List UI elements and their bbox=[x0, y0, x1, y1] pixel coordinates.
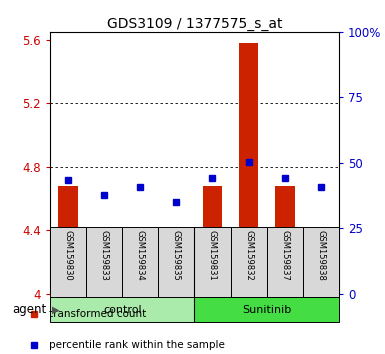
Bar bbox=[94, 241, 114, 294]
Bar bbox=[122, 227, 158, 297]
Text: GSM159830: GSM159830 bbox=[64, 230, 73, 281]
Bar bbox=[266, 227, 303, 297]
Text: GSM159837: GSM159837 bbox=[280, 230, 289, 281]
Text: control: control bbox=[103, 305, 142, 315]
Bar bbox=[50, 297, 194, 322]
Text: GSM159838: GSM159838 bbox=[316, 230, 325, 281]
Bar bbox=[303, 227, 339, 297]
Bar bbox=[203, 186, 223, 294]
Bar bbox=[311, 241, 331, 294]
Text: GSM159831: GSM159831 bbox=[208, 230, 217, 281]
Bar bbox=[194, 297, 339, 322]
Text: GSM159834: GSM159834 bbox=[136, 230, 145, 281]
Bar bbox=[131, 238, 150, 294]
Bar bbox=[158, 227, 194, 297]
Text: agent: agent bbox=[12, 303, 46, 316]
Bar bbox=[239, 43, 258, 294]
Text: Sunitinib: Sunitinib bbox=[242, 305, 291, 315]
Title: GDS3109 / 1377575_s_at: GDS3109 / 1377575_s_at bbox=[107, 17, 282, 31]
Bar bbox=[50, 227, 86, 297]
Text: percentile rank within the sample: percentile rank within the sample bbox=[49, 340, 225, 350]
Bar bbox=[194, 227, 231, 297]
Bar bbox=[275, 186, 295, 294]
Text: GSM159835: GSM159835 bbox=[172, 230, 181, 281]
Bar bbox=[166, 246, 186, 294]
Text: GSM159833: GSM159833 bbox=[100, 230, 109, 281]
Bar bbox=[86, 227, 122, 297]
Bar bbox=[231, 227, 266, 297]
Text: GSM159832: GSM159832 bbox=[244, 230, 253, 281]
Text: transformed count: transformed count bbox=[49, 309, 147, 319]
Text: ▶: ▶ bbox=[52, 305, 59, 315]
Bar bbox=[58, 186, 78, 294]
